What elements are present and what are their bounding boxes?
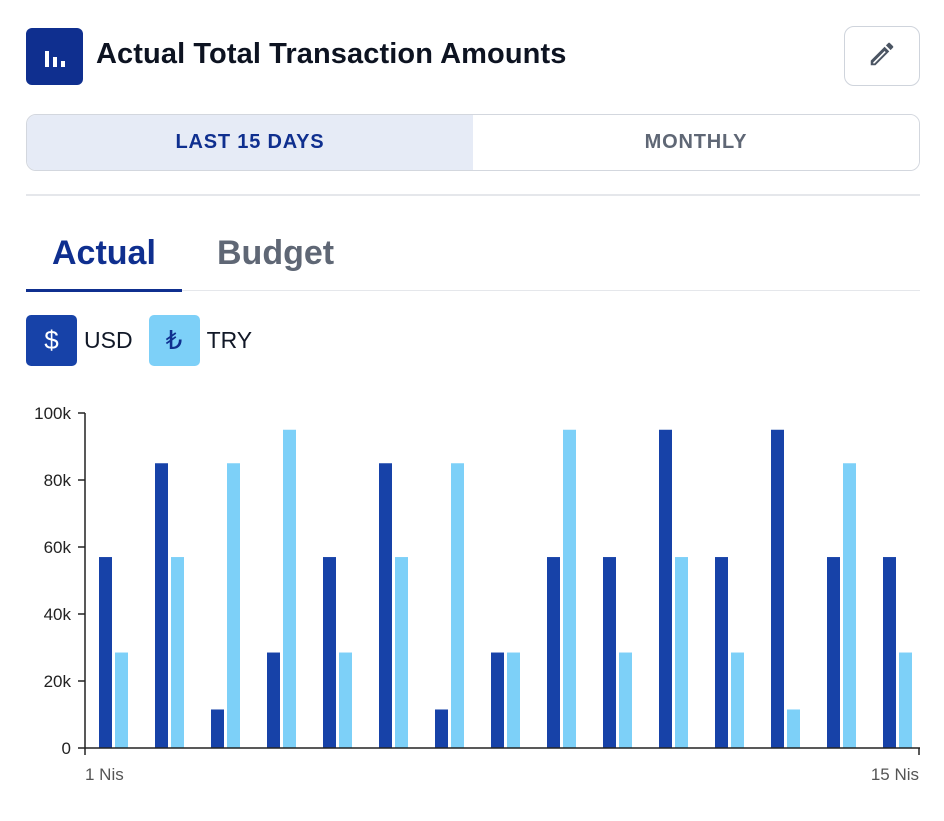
- bar-usd-day-3[interactable]: [211, 709, 224, 748]
- y-tick-label: 100k: [34, 404, 71, 423]
- bar-usd-day-7[interactable]: [435, 709, 448, 748]
- y-tick-label: 0: [62, 739, 71, 758]
- bar-chart-icon: [26, 28, 83, 85]
- bar-try-day-9[interactable]: [563, 429, 576, 748]
- bar-try-day-14[interactable]: [843, 463, 856, 748]
- edit-button[interactable]: [844, 26, 920, 86]
- bar-try-day-5[interactable]: [339, 652, 352, 748]
- bar-try-day-2[interactable]: [171, 557, 184, 748]
- bar-try-day-15[interactable]: [899, 652, 912, 748]
- bar-usd-day-8[interactable]: [491, 652, 504, 748]
- bar-try-day-6[interactable]: [395, 557, 408, 748]
- bar-usd-day-10[interactable]: [603, 557, 616, 748]
- active-tab-indicator: [26, 289, 182, 292]
- chart-legend: $ USD ₺ TRY: [26, 314, 268, 366]
- view-tabs: Actual Budget: [26, 228, 920, 292]
- period-last-15-days-button[interactable]: LAST 15 DAYS: [27, 115, 473, 170]
- bar-usd-day-11[interactable]: [659, 429, 672, 748]
- bar-usd-day-5[interactable]: [323, 557, 336, 748]
- legend-item-try[interactable]: ₺ TRY: [148, 314, 253, 366]
- legend-item-usd[interactable]: $ USD: [26, 314, 133, 366]
- tab-actual[interactable]: Actual: [52, 234, 156, 272]
- bar-chart-svg: 0 20k 40k 60k 80k 100k 1 Nis 15 Nis: [34, 404, 920, 784]
- bar-try-day-8[interactable]: [507, 652, 520, 748]
- bar-try-day-11[interactable]: [675, 557, 688, 748]
- y-tick-label: 60k: [44, 538, 72, 557]
- bar-usd-day-6[interactable]: [379, 463, 392, 748]
- bar-chart: 0 20k 40k 60k 80k 100k 1 Nis 15 Nis: [0, 396, 944, 816]
- y-tick-label: 20k: [44, 672, 72, 691]
- bar-usd-day-14[interactable]: [827, 557, 840, 748]
- chart-header: Actual Total Transaction Amounts: [26, 26, 920, 88]
- bar-try-day-3[interactable]: [227, 463, 240, 748]
- bar-usd-day-4[interactable]: [267, 652, 280, 748]
- bar-try-day-12[interactable]: [731, 652, 744, 748]
- chart-title: Actual Total Transaction Amounts: [96, 38, 567, 70]
- bar-usd-day-9[interactable]: [547, 557, 560, 748]
- bar-usd-day-12[interactable]: [715, 557, 728, 748]
- bar-try-day-4[interactable]: [283, 429, 296, 748]
- lira-icon: ₺: [148, 314, 200, 366]
- pencil-icon: [867, 39, 897, 74]
- bar-try-day-10[interactable]: [619, 652, 632, 748]
- bar-try-day-7[interactable]: [451, 463, 464, 748]
- period-monthly-button[interactable]: MONTHLY: [473, 115, 919, 170]
- period-toggle: LAST 15 DAYS MONTHLY: [26, 114, 920, 171]
- bar-usd-day-13[interactable]: [771, 429, 784, 748]
- x-axis: 1 Nis 15 Nis: [84, 747, 920, 784]
- bar-try-day-13[interactable]: [787, 709, 800, 748]
- dollar-icon: $: [26, 314, 77, 366]
- x-end-label: 15 Nis: [871, 765, 919, 784]
- y-tick-label: 40k: [44, 605, 72, 624]
- x-start-label: 1 Nis: [85, 765, 124, 784]
- bars: [99, 429, 912, 748]
- legend-label-try: TRY: [206, 326, 253, 353]
- section-divider: [26, 194, 920, 196]
- bar-try-day-1[interactable]: [115, 652, 128, 748]
- bar-usd-day-2[interactable]: [155, 463, 168, 748]
- tab-budget[interactable]: Budget: [217, 234, 335, 272]
- bar-usd-day-1[interactable]: [99, 557, 112, 748]
- y-axis: 0 20k 40k 60k 80k 100k: [34, 404, 86, 758]
- bar-usd-day-15[interactable]: [883, 557, 896, 748]
- y-tick-label: 80k: [44, 471, 72, 490]
- legend-label-usd: USD: [84, 326, 133, 353]
